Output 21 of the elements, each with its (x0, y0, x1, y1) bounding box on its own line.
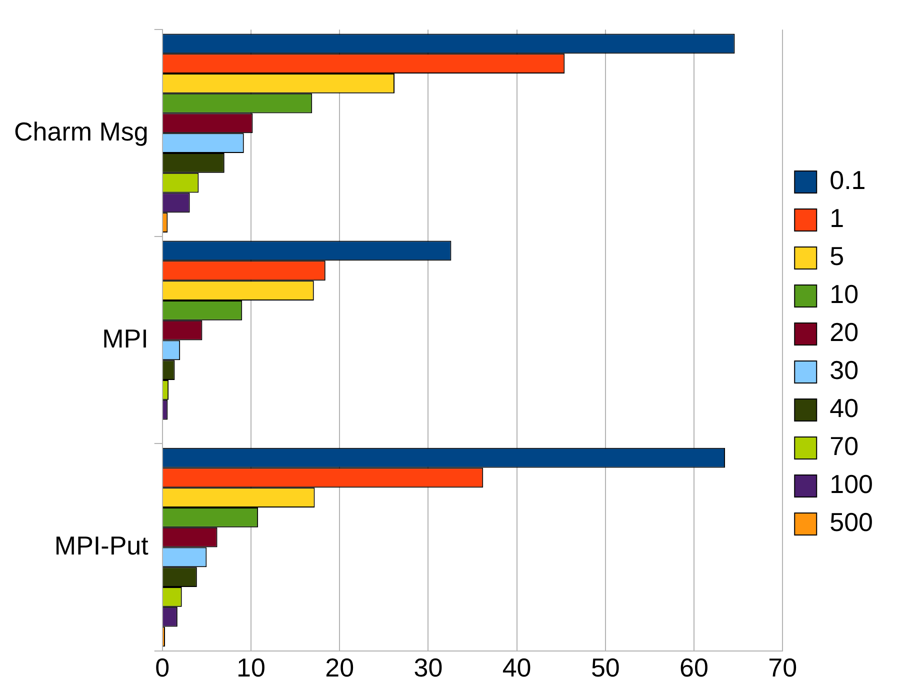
x-tick-label: 50 (590, 652, 620, 683)
legend-label: 20 (830, 317, 859, 348)
x-tick-label: 70 (768, 652, 798, 683)
y-tick-label: Charm Msg (14, 116, 148, 146)
x-tick-label: 30 (414, 652, 443, 683)
legend-label: 100 (830, 469, 874, 500)
x-tick-label: 40 (502, 652, 532, 683)
x-tick-label: 60 (680, 652, 708, 683)
legend-label: 70 (830, 431, 859, 462)
legend-label: 10 (830, 279, 859, 310)
legend-label: 5 (830, 241, 844, 272)
legend-label: 500 (830, 507, 874, 538)
legend-label: 1 (830, 203, 844, 234)
legend-label: 0.1 (830, 165, 866, 196)
y-tick-label: MPI-Put (54, 530, 150, 560)
x-tick-label: 10 (236, 652, 266, 683)
y-tick-label: MPI (102, 323, 148, 354)
x-tick-label: 20 (325, 652, 354, 683)
legend-label: 40 (830, 393, 859, 424)
x-tick-label: 0 (155, 652, 170, 683)
legend-label: 30 (830, 355, 859, 386)
